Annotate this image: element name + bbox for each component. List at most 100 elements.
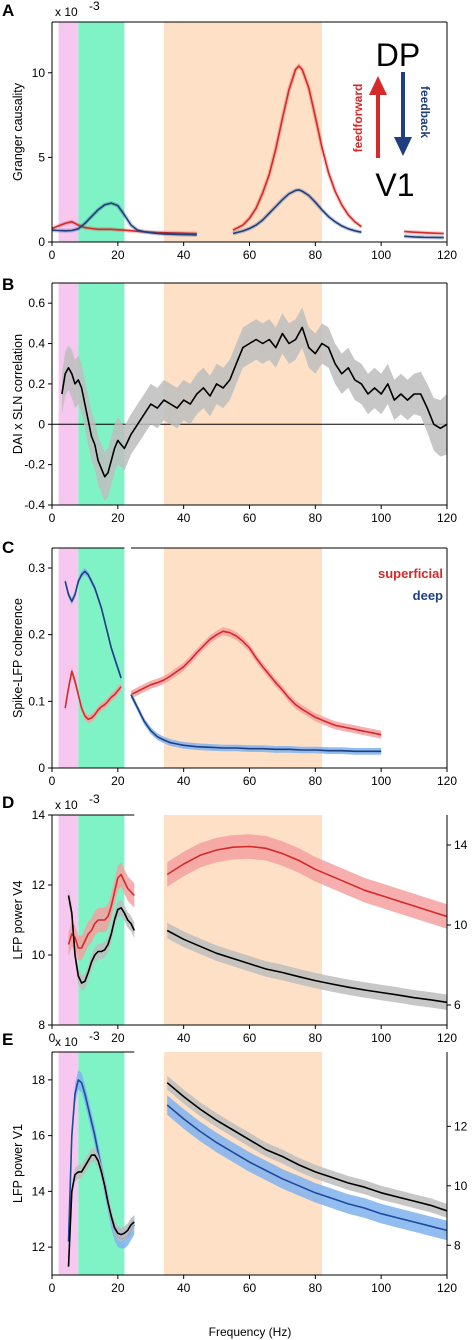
x-tick-label: 40 — [177, 511, 191, 525]
legend-deep: deep — [413, 588, 443, 603]
panel-b-letter: B — [2, 275, 14, 294]
series-1-line — [67, 1154, 135, 1267]
y-axis-label: DAI x SLN correlation — [11, 334, 25, 454]
y-tick-label: 0.2 — [28, 628, 45, 642]
y-tick-label: 0 — [38, 761, 45, 775]
exponent-label: x 10 — [55, 5, 78, 19]
x-tick-label: 60 — [243, 1031, 257, 1045]
exponent-label: x 10 — [55, 798, 78, 812]
x-tick-label: 120 — [437, 1281, 457, 1295]
feedforward-label: feedforward — [351, 84, 365, 153]
x-tick-label: 20 — [111, 511, 125, 525]
plot-area — [52, 63, 444, 240]
y-tick-label: 18 — [32, 1073, 46, 1087]
y-axis-label: Spike-LFP coherence — [11, 598, 25, 718]
x-tick-label: 60 — [243, 774, 257, 788]
x-tick-label: 0 — [49, 511, 56, 525]
x-tick-label: 0 — [49, 1031, 56, 1045]
y-tick-label: 10 — [32, 66, 46, 80]
y-tick-label: 0 — [38, 235, 45, 249]
y-axis-label: Granger causality — [11, 82, 25, 181]
series-feedback-line — [404, 235, 444, 239]
series-feedback-line — [232, 189, 362, 235]
x-tick-label: 120 — [437, 511, 457, 525]
series-feedforward-line — [232, 65, 362, 231]
x-tick-label: 20 — [111, 1281, 125, 1295]
y-tick-label: 16 — [32, 1129, 46, 1143]
feedback-label: feedback — [418, 86, 432, 138]
legend-superficial: superficial — [378, 566, 443, 581]
x-tick-label: 20 — [111, 1031, 125, 1045]
exponent-label: x 10 — [55, 1035, 78, 1049]
x-tick-label: 60 — [243, 511, 257, 525]
series-1-error-band — [68, 887, 135, 991]
x-tick-label: 40 — [177, 248, 191, 262]
exponent-power: -3 — [89, 1029, 100, 1043]
y-tick-label: -0.4 — [24, 498, 45, 512]
panel-a-granger-causality: 0 20 40 60 80 100 120 0 5 10 Granger causality x 10… — [11, 0, 457, 262]
x-tick-label: 120 — [437, 248, 457, 262]
plot-area — [61, 307, 447, 501]
exponent-power: -3 — [89, 792, 100, 806]
x-tick-label: 40 — [177, 1281, 191, 1295]
panel-c-letter: C — [2, 538, 14, 557]
panel-b-dai-sln-correlation: 0 20 40 60 80 100 120 -0.4 -0.2 0 0.2 0.4 0.6 DAI x S… — [11, 282, 457, 525]
series-1-line — [166, 1082, 447, 1212]
panel-e-letter: E — [2, 1030, 13, 1049]
y-tick-label: 14 — [32, 1184, 46, 1198]
beta-band — [78, 548, 125, 768]
plot-area — [67, 834, 447, 1010]
x-tick-label: 100 — [371, 1031, 391, 1045]
y-tick-label: 10 — [32, 948, 46, 962]
series-feedforward-line — [52, 220, 197, 235]
x-tick-label: 80 — [309, 511, 323, 525]
series-0-error-band — [167, 834, 447, 929]
plot-area — [64, 568, 382, 755]
series-0-line — [67, 873, 135, 949]
series-deep-line — [130, 694, 382, 753]
x-tick-label: 20 — [111, 774, 125, 788]
right-y-tick-label: 10 — [454, 1179, 468, 1193]
x-tick-label: 80 — [309, 774, 323, 788]
right-y-tick-label: 12 — [454, 1119, 468, 1133]
feedback-arrow-head — [394, 137, 412, 156]
x-tick-label: 80 — [309, 1031, 323, 1045]
y-tick-label: 14 — [32, 808, 46, 822]
diagram-top-label: DP — [376, 37, 420, 73]
theta-band — [58, 548, 79, 768]
x-tick-label: 40 — [177, 774, 191, 788]
y-tick-label: 0.4 — [28, 337, 45, 351]
x-tick-label: 120 — [437, 1031, 457, 1045]
y-tick-label: 12 — [32, 1240, 46, 1254]
y-tick-label: 12 — [32, 878, 46, 892]
y-tick-label: 0 — [38, 417, 45, 431]
gamma-band — [163, 548, 322, 768]
series-1-line — [166, 929, 447, 1004]
series-0-error-band — [68, 1070, 135, 1252]
theta-band — [58, 22, 79, 242]
series-1-error-band — [167, 922, 447, 1010]
right-y-tick-label: 8 — [454, 1238, 461, 1252]
right-y-tick-label: 10 — [454, 918, 468, 932]
x-axis-label: Frequency (Hz) — [209, 1325, 292, 1339]
series-deep-line — [64, 570, 122, 679]
y-tick-label: 0.3 — [28, 561, 45, 575]
x-tick-label: 0 — [49, 1281, 56, 1295]
panel-d-lfp-power-v4: 0 20 40 60 80 100 120 8 10 12 14 6 10 14 LFP power V4 x… — [11, 792, 468, 1045]
gamma-band — [163, 22, 322, 242]
y-tick-label: 8 — [38, 1018, 45, 1032]
panel-a-letter: A — [2, 1, 14, 20]
x-tick-label: 60 — [243, 248, 257, 262]
series-1-error-band — [167, 1075, 447, 1218]
series-0-line — [166, 1104, 447, 1232]
series-deep-error-band — [131, 691, 382, 755]
x-tick-label: 40 — [177, 1031, 191, 1045]
series-1-line — [67, 895, 136, 984]
y-axis-label: LFP power V1 — [11, 1124, 25, 1203]
x-tick-label: 0 — [49, 774, 56, 788]
series-feedforward-line — [404, 230, 444, 235]
x-tick-label: 100 — [371, 248, 391, 262]
theta-band — [58, 283, 79, 505]
x-tick-label: 100 — [371, 1281, 391, 1295]
